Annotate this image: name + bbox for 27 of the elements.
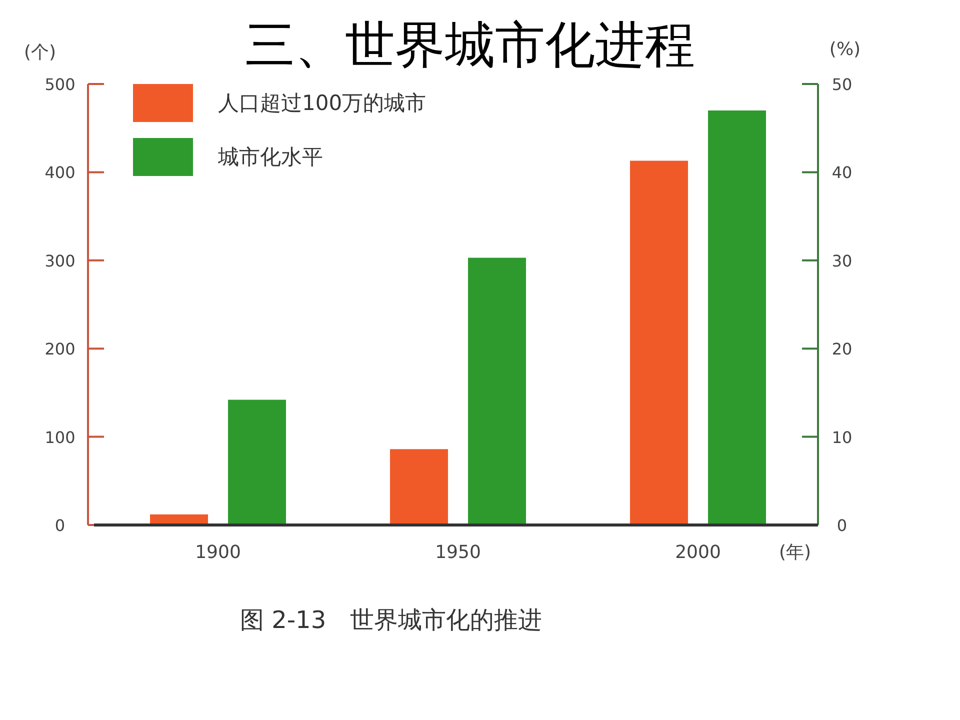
y2-tick-label: 50 [832, 75, 852, 94]
x-tick-label: 2000 [675, 542, 721, 563]
y-tick-label: 500 [44, 75, 76, 94]
y2-tick-label: 20 [832, 340, 852, 359]
y-tick-label: 0 [54, 516, 66, 535]
y-tick-label: 400 [44, 163, 76, 182]
y2-tick-label: 30 [832, 251, 852, 270]
y2-tick-label: 10 [832, 428, 852, 447]
bar [228, 400, 286, 525]
legend-label: 人口超过100万的城市 [218, 91, 426, 115]
chart-title: 三、世界城市化进程 [245, 16, 695, 74]
bar [390, 449, 448, 525]
y2-tick-label: 40 [832, 163, 852, 182]
y-tick-label: 300 [44, 251, 76, 270]
caption: 图 2-13 世界城市化的推进 [240, 606, 542, 634]
y2-tick-label: 0 [836, 516, 848, 535]
y-tick-label: 100 [44, 428, 76, 447]
y-tick-label: 200 [44, 340, 76, 359]
legend-label: 城市化水平 [217, 145, 323, 169]
bar [630, 160, 688, 525]
bar [468, 258, 526, 525]
y-axis-title: (个) [24, 42, 56, 63]
y2-axis-title: (%) [829, 39, 861, 60]
x-tick-label: 1900 [195, 542, 241, 563]
x-axis-title: (年) [778, 542, 812, 563]
bar [708, 110, 766, 525]
x-tick-label: 1950 [435, 542, 481, 563]
